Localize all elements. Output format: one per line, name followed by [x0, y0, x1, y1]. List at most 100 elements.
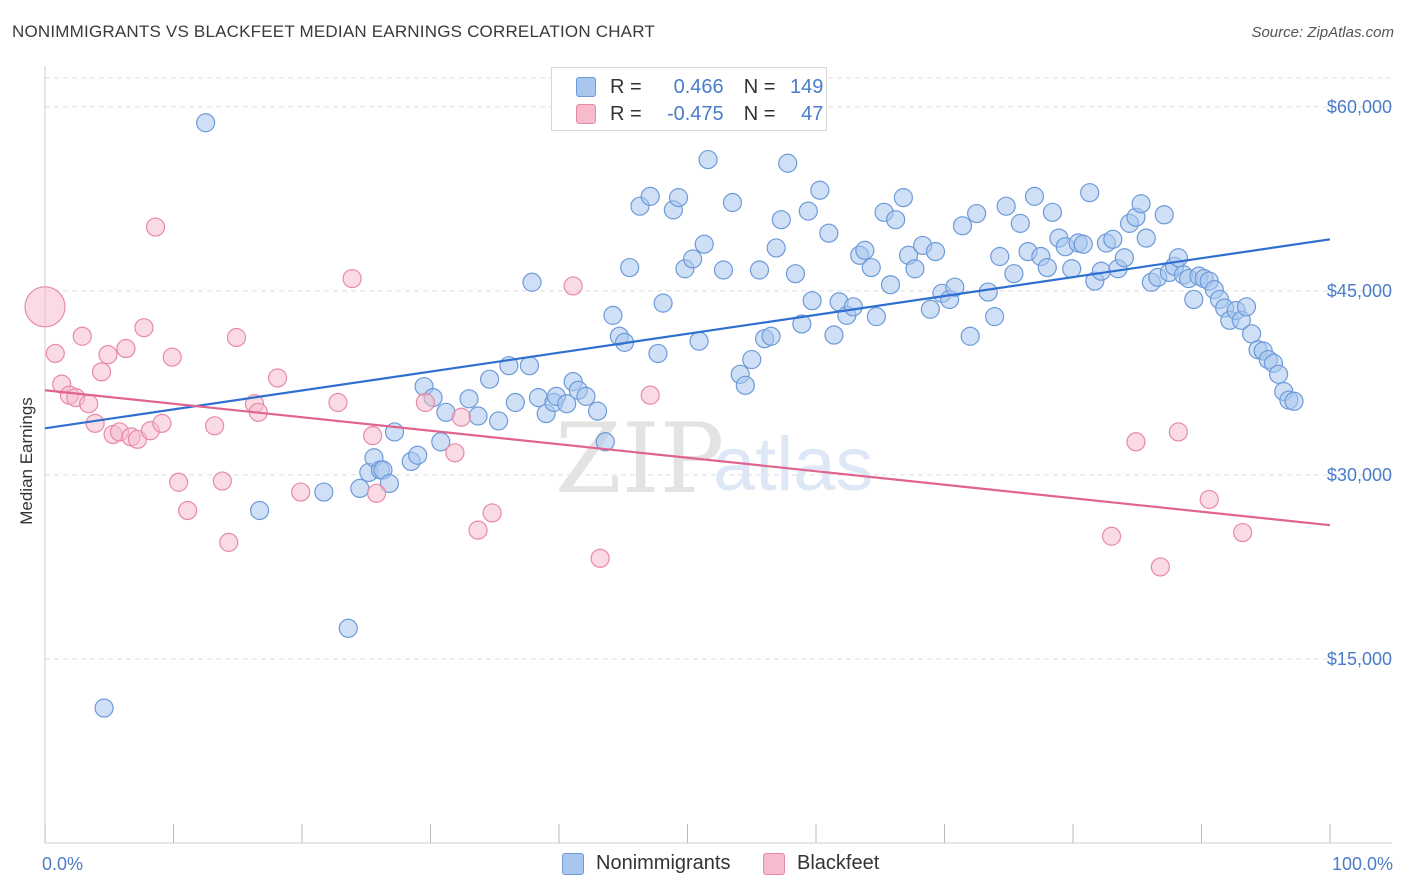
nonimmigrants-point[interactable]: [1073, 234, 1093, 254]
blackfeet-point[interactable]: [328, 392, 348, 413]
nonimmigrants-point[interactable]: [576, 386, 596, 406]
nonimmigrants-point[interactable]: [861, 257, 881, 278]
blackfeet-point[interactable]: [1126, 432, 1146, 452]
nonimmigrants-point[interactable]: [249, 500, 270, 521]
nonimmigrants-point[interactable]: [843, 297, 863, 317]
nonimmigrants-point[interactable]: [489, 411, 509, 431]
blackfeet-point[interactable]: [178, 500, 198, 521]
nonimmigrants-point[interactable]: [603, 305, 623, 325]
nonimmigrants-point[interactable]: [1114, 248, 1135, 268]
nonimmigrants-point[interactable]: [1062, 259, 1082, 279]
nonimmigrants-point[interactable]: [557, 394, 577, 414]
nonimmigrants-point[interactable]: [522, 272, 542, 292]
nonimmigrants-point[interactable]: [771, 210, 791, 230]
nonimmigrants-point[interactable]: [945, 277, 965, 297]
nonimmigrants-point[interactable]: [824, 325, 844, 345]
nonimmigrants-point[interactable]: [735, 375, 755, 395]
nonimmigrants-point[interactable]: [587, 401, 608, 421]
blackfeet-point[interactable]: [162, 347, 182, 367]
nonimmigrants-point[interactable]: [819, 223, 839, 243]
nonimmigrants-point[interactable]: [668, 188, 689, 208]
nonimmigrants-point[interactable]: [1136, 228, 1156, 248]
nonimmigrants-point[interactable]: [798, 201, 818, 221]
nonimmigrants-point[interactable]: [855, 240, 875, 260]
blackfeet-point[interactable]: [1199, 489, 1219, 510]
blackfeet-point[interactable]: [212, 471, 232, 491]
nonimmigrants-point[interactable]: [1168, 248, 1188, 268]
nonimmigrants-point[interactable]: [761, 326, 781, 346]
nonimmigrants-point[interactable]: [1042, 202, 1063, 222]
nonimmigrants-point[interactable]: [785, 264, 806, 284]
nonimmigrants-point[interactable]: [893, 188, 913, 208]
blackfeet-point[interactable]: [152, 413, 172, 433]
blackfeet-point[interactable]: [219, 532, 239, 552]
nonimmigrants-point[interactable]: [749, 260, 770, 280]
nonimmigrants-point[interactable]: [338, 618, 358, 638]
blackfeet-point[interactable]: [415, 392, 435, 413]
blackfeet-point[interactable]: [79, 394, 99, 414]
nonimmigrants-point[interactable]: [408, 445, 428, 465]
blackfeet-point[interactable]: [205, 416, 225, 436]
blackfeet-point[interactable]: [590, 548, 610, 568]
blackfeet-point[interactable]: [169, 472, 189, 492]
blackfeet-point[interactable]: [363, 426, 383, 446]
nonimmigrants-point[interactable]: [480, 369, 500, 389]
blackfeet-point[interactable]: [226, 327, 247, 348]
nonimmigrants-point[interactable]: [1103, 229, 1123, 249]
blackfeet-point[interactable]: [145, 217, 166, 237]
blackfeet-point[interactable]: [134, 318, 154, 338]
nonimmigrants-point[interactable]: [952, 216, 973, 236]
nonimmigrants-point[interactable]: [1037, 257, 1057, 278]
nonimmigrants-point[interactable]: [1154, 205, 1174, 225]
nonimmigrants-point[interactable]: [713, 260, 734, 280]
blackfeet-point[interactable]: [640, 385, 660, 405]
nonimmigrants-point[interactable]: [920, 299, 940, 319]
nonimmigrants-point[interactable]: [810, 180, 830, 200]
blackfeet-point[interactable]: [468, 520, 488, 540]
nonimmigrants-point[interactable]: [1184, 289, 1204, 310]
legend-item-blackfeet[interactable]: Blackfeet: [763, 852, 879, 875]
blackfeet-point[interactable]: [451, 407, 471, 427]
blackfeet-point[interactable]: [98, 345, 118, 365]
nonimmigrants-point[interactable]: [960, 326, 980, 346]
blackfeet-point[interactable]: [267, 368, 288, 388]
nonimmigrants-point[interactable]: [689, 331, 709, 351]
blackfeet-point[interactable]: [1101, 526, 1122, 546]
legend-item-nonimmigrants[interactable]: Nonimmigrants: [562, 852, 730, 875]
nonimmigrants-point[interactable]: [620, 257, 640, 278]
blackfeet-point[interactable]: [1150, 557, 1170, 577]
nonimmigrants-point[interactable]: [1284, 391, 1304, 411]
blackfeet-point[interactable]: [85, 413, 105, 433]
nonimmigrants-point[interactable]: [1268, 364, 1289, 384]
nonimmigrants-point[interactable]: [802, 291, 822, 311]
blackfeet-point[interactable]: [72, 326, 92, 346]
nonimmigrants-point[interactable]: [996, 196, 1016, 216]
blackfeet-point[interactable]: [1168, 422, 1188, 442]
nonimmigrants-point[interactable]: [866, 307, 886, 327]
nonimmigrants-point[interactable]: [1242, 324, 1262, 344]
nonimmigrants-point[interactable]: [648, 343, 668, 364]
blackfeet-point[interactable]: [445, 443, 465, 463]
nonimmigrants-point[interactable]: [314, 482, 334, 502]
nonimmigrants-point[interactable]: [595, 432, 615, 452]
nonimmigrants-point[interactable]: [880, 275, 901, 295]
nonimmigrants-point[interactable]: [94, 698, 114, 718]
nonimmigrants-point[interactable]: [653, 293, 673, 313]
nonimmigrants-point[interactable]: [379, 473, 399, 494]
nonimmigrants-point[interactable]: [468, 406, 488, 426]
blackfeet-point[interactable]: [1233, 522, 1253, 543]
nonimmigrants-point[interactable]: [978, 282, 998, 302]
blackfeet-point[interactable]: [482, 503, 502, 523]
blackfeet-point[interactable]: [24, 286, 66, 328]
nonimmigrants-point[interactable]: [640, 186, 660, 206]
nonimmigrants-point[interactable]: [985, 307, 1005, 327]
nonimmigrants-point[interactable]: [1080, 183, 1100, 203]
blackfeet-point[interactable]: [366, 483, 387, 503]
nonimmigrants-point[interactable]: [1236, 297, 1257, 317]
nonimmigrants-point[interactable]: [694, 234, 714, 254]
blackfeet-point[interactable]: [291, 482, 311, 502]
nonimmigrants-point[interactable]: [905, 259, 925, 279]
nonimmigrants-point[interactable]: [886, 210, 906, 230]
nonimmigrants-point[interactable]: [519, 356, 540, 376]
nonimmigrants-point[interactable]: [350, 478, 370, 499]
